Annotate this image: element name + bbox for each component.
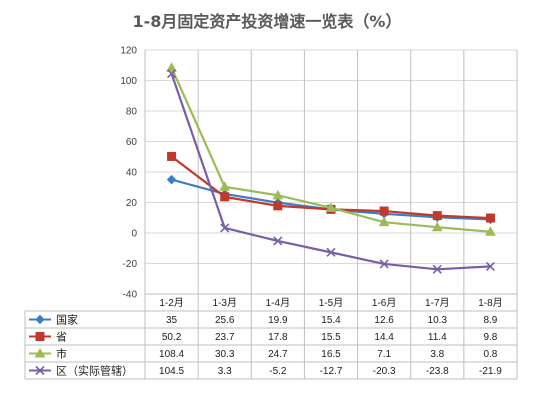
y-tick-label: 40 <box>126 168 138 179</box>
data-point <box>325 202 337 212</box>
data-point <box>379 259 389 269</box>
x-marker-stroke <box>273 236 283 246</box>
y-tick-label: 60 <box>126 137 138 148</box>
data-cell: -21.9 <box>479 366 502 377</box>
data-cell: 11.4 <box>428 332 447 343</box>
legend-series-name: 市 <box>56 347 67 361</box>
data-cell: 10.3 <box>428 315 448 326</box>
data-cell: -20.3 <box>373 366 396 377</box>
y-tick-label: -20 <box>123 259 138 270</box>
x-marker-stroke <box>432 264 442 274</box>
data-point <box>167 151 177 161</box>
gridlines <box>145 49 517 295</box>
category-label: 1-3月 <box>212 297 236 309</box>
data-point <box>273 201 283 211</box>
data-cell: -23.8 <box>426 366 449 377</box>
category-label: 1-5月 <box>319 297 343 309</box>
legend-key-marker <box>34 347 46 358</box>
data-point <box>431 221 443 232</box>
category-label: 1-6月 <box>372 297 396 309</box>
legend-key-marker <box>35 332 45 341</box>
category-label: 1-2月 <box>159 297 183 309</box>
x-marker-stroke <box>220 223 230 233</box>
data-cell: 35 <box>166 315 178 326</box>
series-lines <box>166 62 496 274</box>
y-tick-label: 20 <box>126 198 138 209</box>
y-tick-label: 0 <box>131 229 137 240</box>
data-cell: 0.8 <box>483 349 497 360</box>
data-cell: 19.9 <box>268 315 288 326</box>
data-cell: 16.5 <box>321 349 341 360</box>
data-point <box>272 189 284 200</box>
data-cell: 9.8 <box>483 332 497 343</box>
x-marker-stroke <box>167 69 177 79</box>
legend-series-name: 区（实际管辖） <box>56 364 133 378</box>
data-cell: 15.4 <box>321 315 341 326</box>
data-point <box>166 174 177 185</box>
data-point <box>220 192 230 202</box>
data-cell: 24.7 <box>268 349 288 360</box>
data-point <box>485 261 495 271</box>
category-label: 1-7月 <box>425 297 449 309</box>
y-tick-label: 120 <box>120 46 137 57</box>
data-cell: 25.6 <box>215 315 235 326</box>
y-tick-label: -40 <box>123 290 138 301</box>
data-cell: 15.5 <box>321 332 341 343</box>
legend-series-name: 省 <box>56 331 67 344</box>
data-cell: 50.2 <box>162 332 182 343</box>
y-tick-label: 100 <box>120 76 137 87</box>
category-label: 1-8月 <box>478 297 502 309</box>
y-axis: -40 -20 0 20 40 60 80 100 120 <box>120 46 137 301</box>
data-cell: -5.2 <box>269 366 287 377</box>
data-cell: 30.3 <box>215 349 235 360</box>
y-tick-label: 80 <box>126 107 138 118</box>
data-cell: 12.6 <box>374 315 394 326</box>
data-point <box>485 213 495 223</box>
data-point <box>378 216 390 227</box>
data-cell: 108.4 <box>159 349 184 360</box>
data-point <box>432 211 442 221</box>
data-cell: 7.1 <box>377 349 391 360</box>
series-line <box>170 73 491 271</box>
data-cell: 14.4 <box>374 332 394 343</box>
data-cell: 3.3 <box>218 366 232 377</box>
data-cell: 8.9 <box>483 315 497 326</box>
data-point <box>379 206 389 216</box>
legend-key-marker <box>35 314 45 325</box>
x-marker-stroke <box>326 247 336 257</box>
legend-key-marker <box>35 365 45 376</box>
category-label: 1-4月 <box>266 297 290 309</box>
data-point <box>432 264 442 274</box>
data-point <box>219 181 231 191</box>
data-point <box>485 226 496 236</box>
data-point <box>166 62 177 72</box>
data-cell: 23.7 <box>215 332 235 343</box>
x-marker-stroke <box>379 259 389 269</box>
x-marker-stroke <box>485 261 495 271</box>
data-point <box>220 223 230 233</box>
data-point <box>273 236 283 246</box>
data-point <box>326 247 336 257</box>
chart-title: 1-8月固定资产投资增速一览表（%） <box>133 12 402 31</box>
data-cell: 3.8 <box>430 349 444 360</box>
data-point <box>167 69 177 79</box>
x-marker-stroke <box>35 365 45 376</box>
legend-series-name: 国家 <box>56 313 78 327</box>
data-cell: -12.7 <box>320 366 343 377</box>
data-cell: 104.5 <box>159 366 184 377</box>
data-cell: 17.8 <box>268 332 288 343</box>
